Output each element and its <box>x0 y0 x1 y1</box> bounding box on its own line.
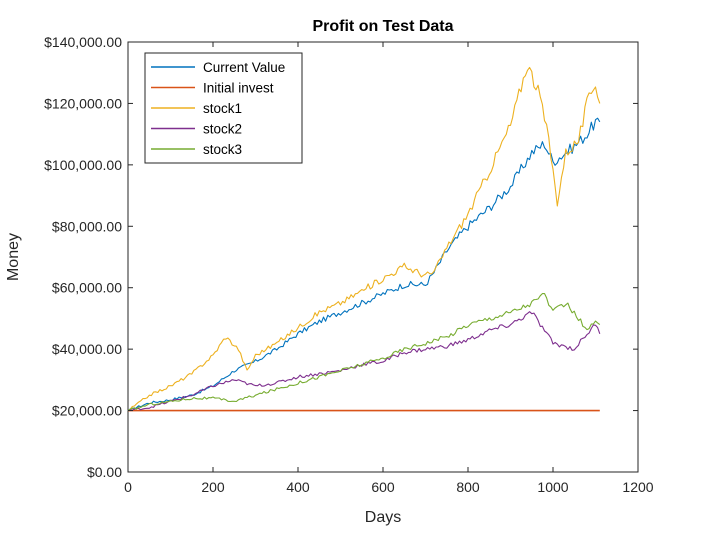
x-tick-label: 200 <box>201 479 225 495</box>
y-axis-label: Money <box>5 233 22 281</box>
x-tick-label: 600 <box>371 479 395 495</box>
x-tick-label: 0 <box>124 479 132 495</box>
legend-items: Current Value Initial invest stock1 stock2 s… <box>151 60 285 157</box>
y-tick-label: $80,000.00 <box>52 218 122 234</box>
legend-label: Current Value <box>203 60 285 75</box>
x-tick-label: 1200 <box>622 479 653 495</box>
series-line-stock1 <box>127 66 601 412</box>
series-line-stock3 <box>127 292 601 412</box>
tick-layer: 0 200 400 600 800 1000 1200 $0.00 $20,000.00 $40,… <box>44 34 654 495</box>
x-axis-label: Days <box>365 509 401 526</box>
legend-label: stock2 <box>203 122 242 137</box>
legend-label: Initial invest <box>203 81 274 96</box>
legend: Current Value Initial invest stock1 stock2 s… <box>144 52 303 164</box>
y-tick-label: $20,000.00 <box>52 403 122 419</box>
y-tick-label: $120,000.00 <box>44 95 122 111</box>
x-tick-label: 400 <box>286 479 310 495</box>
y-tick-label: $40,000.00 <box>52 341 122 357</box>
x-tick-label: 1000 <box>537 479 568 495</box>
series-layer <box>127 66 601 412</box>
x-tick-label: 800 <box>456 479 480 495</box>
y-tick-label: $60,000.00 <box>52 280 122 296</box>
chart-title: Profit on Test Data <box>312 18 453 35</box>
y-tick-label: $0.00 <box>87 464 122 480</box>
legend-label: stock1 <box>203 101 242 116</box>
y-tick-label: $140,000.00 <box>44 34 122 50</box>
legend-label: stock3 <box>203 142 242 157</box>
series-line-stock2 <box>127 311 601 412</box>
y-tick-label: $100,000.00 <box>44 157 122 173</box>
